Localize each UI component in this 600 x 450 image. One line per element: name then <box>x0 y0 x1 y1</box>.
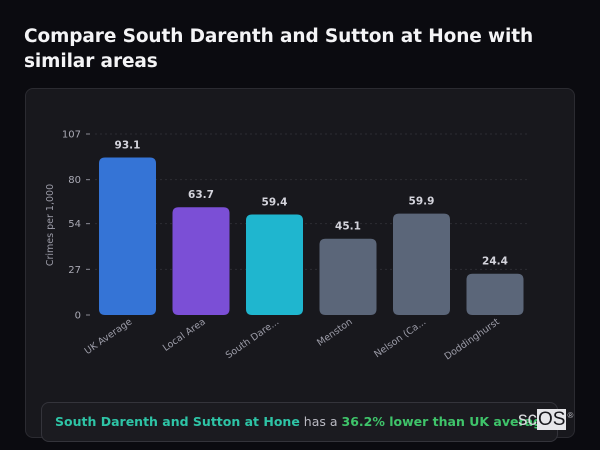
y-axis: 0 27 54 80 107 <box>62 130 90 322</box>
y-tick-label: 107 <box>62 130 81 141</box>
y-tick-label: 0 <box>75 311 81 322</box>
bar-value-label: 45.1 <box>335 221 361 233</box>
y-tick-label: 27 <box>68 265 81 276</box>
x-axis-labels: UK Average Local Area South Dare... Menston… <box>83 316 502 362</box>
bar-value-label: 93.1 <box>115 140 141 152</box>
summary-banner: South Darenth and Sutton at Hone has a 3… <box>41 402 558 442</box>
bar-5[interactable] <box>466 273 524 315</box>
x-category-label: UK Average <box>83 316 135 357</box>
bar-value-label: 24.4 <box>482 256 508 268</box>
bar-value-label: 63.7 <box>188 189 214 201</box>
bar-0[interactable] <box>99 157 156 315</box>
x-category-label: Doddinghurst <box>443 316 502 362</box>
summary-text: South Darenth and Sutton at Hone has a 3… <box>55 414 550 429</box>
x-category-label: South Dare... <box>224 316 281 361</box>
summary-stat: 36.2% lower than UK average <box>341 414 551 429</box>
gridlines <box>95 133 530 270</box>
y-tick-label: 80 <box>68 175 81 186</box>
summary-connector: has a <box>299 414 342 429</box>
bar-2[interactable] <box>246 214 303 315</box>
bar-1[interactable] <box>172 207 230 315</box>
x-category-label: Nelson (Ca... <box>372 316 428 360</box>
x-category-label: Menston <box>315 316 355 348</box>
scos-logo: scOS ® <box>518 409 573 431</box>
x-category-label: Local Area <box>161 316 208 353</box>
bar-4[interactable] <box>393 213 450 315</box>
bars: 93.1 63.7 59.4 45.1 59.9 24.4 <box>99 140 524 315</box>
bar-3[interactable] <box>319 238 377 315</box>
y-axis-title: Crimes per 1,000 <box>45 184 56 266</box>
page-title: Compare South Darenth and Sutton at Hone… <box>24 26 534 72</box>
summary-area-name: South Darenth and Sutton at Hone <box>55 414 300 429</box>
bar-value-label: 59.4 <box>262 197 288 209</box>
y-tick-label: 54 <box>68 219 81 230</box>
bar-value-label: 59.9 <box>409 196 435 208</box>
registered-mark: ® <box>567 411 574 420</box>
